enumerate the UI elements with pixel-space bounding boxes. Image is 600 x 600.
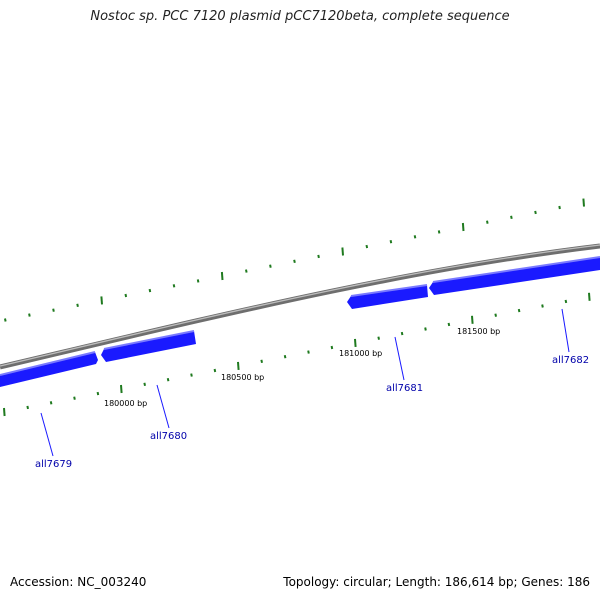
position-label-180000: 180000 bp: [104, 399, 147, 408]
outer-tick-minor: [317, 254, 320, 259]
leader-line-all7680: [156, 384, 170, 429]
outer-tick-marks: [4, 198, 585, 322]
inner-tick-minor: [143, 382, 146, 386]
outer-tick-major: [461, 222, 465, 232]
inner-tick-minor: [377, 336, 380, 340]
outer-tick-minor: [28, 313, 31, 317]
outer-tick-minor: [534, 210, 537, 215]
sequence-summary: Topology: circular; Length: 186,614 bp; …: [283, 575, 590, 589]
inner-tick-major: [237, 361, 240, 370]
outer-tick-minor: [437, 230, 441, 234]
leader-line-all7679: [40, 412, 54, 457]
outer-tick-major: [100, 296, 103, 305]
gene-arrow-all7679[interactable]: [0, 351, 98, 387]
outer-tick-minor: [413, 235, 417, 239]
leader-line-all7681: [394, 336, 405, 381]
outer-tick-minor: [172, 284, 176, 288]
outer-tick-minor: [148, 288, 152, 293]
outer-tick-minor: [269, 264, 272, 268]
inner-tick-minor: [49, 401, 53, 405]
inner-tick-minor: [517, 308, 521, 313]
inner-tick-minor: [307, 350, 310, 354]
inner-tick-minor: [283, 355, 287, 359]
gene-leader-lines: [40, 308, 570, 457]
gene-labels: all7679 all7680 all7681 all7682: [35, 355, 589, 470]
inner-tick-minor: [447, 322, 451, 327]
outer-tick-major: [220, 271, 224, 281]
plasmid-backbone-highlight: [0, 244, 600, 367]
inner-tick-marks: [3, 292, 591, 417]
inner-tick-minor: [96, 391, 100, 396]
plasmid-backbone: [0, 243, 600, 370]
leader-line-all7682: [561, 308, 570, 353]
position-label-181000: 181000 bp: [339, 349, 382, 358]
outer-tick-minor: [4, 318, 7, 322]
outer-tick-minor: [365, 244, 369, 249]
inner-tick-minor: [541, 304, 544, 308]
gene-label-all7682[interactable]: all7682: [552, 355, 589, 366]
inner-tick-major: [3, 407, 6, 417]
gene-features: [0, 256, 600, 387]
gene-arrow-all7680[interactable]: [101, 330, 196, 362]
accession-text: Accession: NC_003240: [10, 575, 147, 589]
inner-tick-minor: [213, 368, 217, 373]
position-labels: 180000 bp 180500 bp 181000 bp 181500 bp: [104, 327, 500, 408]
inner-tick-major: [354, 338, 357, 347]
position-label-181500: 181500 bp: [457, 327, 500, 336]
outer-tick-minor: [196, 279, 200, 283]
gene-label-all7680[interactable]: all7680: [150, 431, 187, 442]
gene-arrow-all7682[interactable]: [429, 256, 600, 295]
outer-tick-major: [582, 198, 585, 207]
outer-tick-minor: [76, 303, 79, 307]
inner-tick-minor: [424, 327, 427, 331]
inner-tick-minor: [166, 378, 170, 382]
inner-tick-major: [588, 292, 591, 301]
inner-tick-minor: [190, 373, 193, 377]
outer-tick-minor: [510, 215, 513, 219]
gene-arrow-all7681[interactable]: [347, 284, 428, 309]
inner-tick-minor: [73, 396, 76, 400]
outer-tick-minor: [245, 269, 248, 273]
inner-tick-minor: [330, 345, 334, 350]
outer-tick-minor: [389, 240, 393, 244]
inner-tick-major: [471, 315, 474, 324]
outer-tick-minor: [558, 205, 561, 210]
outer-tick-minor: [293, 259, 296, 263]
gene-label-all7681[interactable]: all7681: [386, 383, 423, 394]
outer-tick-minor: [124, 293, 128, 298]
inner-tick-minor: [564, 299, 568, 304]
position-label-180500: 180500 bp: [221, 373, 264, 382]
map-title: Nostoc sp. PCC 7120 plasmid pCC7120beta,…: [90, 9, 510, 24]
inner-tick-major: [120, 384, 123, 394]
inner-tick-minor: [260, 359, 263, 363]
outer-tick-minor: [52, 308, 55, 312]
inner-tick-minor: [26, 405, 29, 410]
inner-tick-minor: [400, 331, 404, 336]
gene-label-all7679[interactable]: all7679: [35, 459, 72, 470]
outer-tick-major: [341, 247, 344, 256]
inner-tick-minor: [494, 313, 497, 317]
outer-tick-minor: [486, 220, 489, 224]
